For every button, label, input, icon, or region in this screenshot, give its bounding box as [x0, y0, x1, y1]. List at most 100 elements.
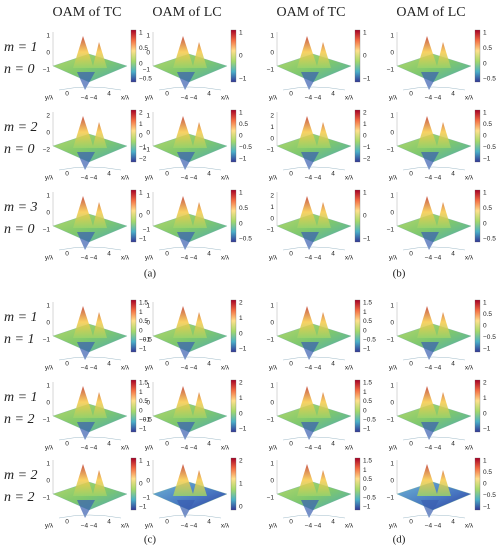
- axis-label: −4 −4: [181, 175, 198, 182]
- row-label-n: n = 0: [4, 62, 34, 77]
- axis-label: 0: [165, 171, 169, 178]
- surface-dip: [301, 152, 319, 170]
- colorbar-tick-label: 1: [363, 30, 367, 37]
- axis-label: 4: [207, 441, 211, 448]
- surface-peak: [417, 386, 451, 418]
- z-tick-label: 1: [46, 303, 50, 310]
- axis-label: −4 −4: [81, 175, 98, 182]
- z-tick-label: 2: [46, 113, 50, 120]
- z-tick-label: 0: [270, 478, 274, 485]
- axis-label: −4 −4: [181, 365, 198, 372]
- colorbar: [130, 109, 137, 163]
- colorbar-tick-label: −1: [139, 504, 147, 511]
- axis-label: −4 −4: [181, 255, 198, 262]
- axis-label: x/λ: [465, 365, 474, 372]
- axis-label: x/λ: [465, 445, 474, 452]
- colorbar-tick-label: −1: [139, 426, 147, 433]
- axis-label: y/λ: [269, 523, 278, 530]
- surface-dip: [177, 342, 195, 360]
- colorbar-tick-label: 1: [139, 30, 143, 37]
- axis-label: y/λ: [269, 365, 278, 372]
- z-tick-label: −1: [267, 337, 275, 344]
- axis-label: 0: [65, 171, 69, 178]
- z-tick-label: −1: [143, 227, 151, 234]
- z-tick-label: 1: [270, 33, 274, 40]
- colorbar-tick-label: −1: [139, 236, 147, 243]
- axis-label: 0: [409, 441, 413, 448]
- colorbar: [474, 109, 481, 163]
- surface-dip: [177, 152, 195, 170]
- colorbar: [130, 457, 137, 511]
- contour: [282, 356, 346, 361]
- colorbar-tick-label: 0: [239, 504, 243, 511]
- axis-label: 0: [65, 519, 69, 526]
- column-header: OAM of TC: [277, 5, 346, 20]
- axis-label: 0: [289, 251, 293, 258]
- axis-label: 4: [207, 361, 211, 368]
- row-label-n: n = 2: [4, 412, 34, 427]
- colorbar-tick-label: 1: [363, 309, 367, 316]
- colorbar-tick-label: −1: [239, 346, 247, 353]
- row-label-n: n = 0: [4, 222, 34, 237]
- colorbar-tick-label: −0.5: [363, 337, 376, 344]
- axis-label: y/λ: [389, 523, 398, 530]
- z-tick-label: −1: [267, 147, 275, 154]
- colorbar-tick-label: 1: [239, 30, 243, 37]
- colorbar-tick-label: 0: [239, 53, 243, 60]
- surface-peak: [417, 306, 451, 338]
- panel-label: (c): [144, 534, 157, 546]
- z-tick-label: −1: [43, 67, 51, 74]
- axis-label: 0: [409, 171, 413, 178]
- colorbar-tick-label: 0: [483, 60, 487, 67]
- surface-peak: [73, 464, 107, 496]
- axis-label: x/λ: [345, 365, 354, 372]
- axis-label: 4: [107, 361, 111, 368]
- colorbar-tick-label: 0: [239, 330, 243, 337]
- z-tick-label: −1: [143, 147, 151, 154]
- axis-label: 0: [289, 441, 293, 448]
- colorbar: [354, 189, 361, 243]
- z-tick-label: 1: [390, 303, 394, 310]
- colorbar-tick-label: 0: [239, 410, 243, 417]
- colorbar-tick-label: 0.5: [239, 121, 248, 128]
- row-label-m: m = 1: [4, 310, 38, 325]
- colorbar-tick-label: 0.5: [363, 476, 372, 483]
- z-tick-label: 2: [270, 193, 274, 200]
- z-tick-label: 0: [390, 210, 394, 217]
- colorbar-tick-label: −1: [363, 144, 371, 151]
- axis-label: 0: [409, 519, 413, 526]
- axis-label: 0: [409, 91, 413, 98]
- z-tick-label: −1: [43, 227, 51, 234]
- colorbar-tick-label: 0: [139, 133, 143, 140]
- colorbar-tick-label: 0: [363, 133, 367, 140]
- z-tick-label: 0: [270, 50, 274, 57]
- axis-label: x/λ: [345, 445, 354, 452]
- z-tick-label: 1: [270, 124, 274, 131]
- axis-label: 0: [289, 91, 293, 98]
- z-tick-label: −1: [387, 495, 395, 502]
- surface-peak: [73, 386, 107, 418]
- surface-peak: [297, 36, 331, 68]
- contour: [282, 86, 346, 91]
- contour: [158, 514, 222, 519]
- colorbar-tick-label: 0: [483, 220, 487, 227]
- axis-label: y/λ: [269, 445, 278, 452]
- colorbar-tick-label: −0.5: [139, 417, 152, 424]
- colorbar: [130, 379, 137, 433]
- colorbar-tick-label: −1: [239, 426, 247, 433]
- axis-label: 0: [289, 519, 293, 526]
- row-label-m: m = 2: [4, 468, 38, 483]
- row-label-n: n = 0: [4, 142, 34, 157]
- axis-label: 0: [165, 441, 169, 448]
- surface-peak: [173, 306, 207, 338]
- colorbar-tick-label: 1: [239, 395, 243, 402]
- z-tick-label: 1: [146, 193, 150, 200]
- axis-label: x/λ: [465, 523, 474, 530]
- colorbar: [230, 109, 237, 163]
- row-label-m: m = 1: [4, 390, 38, 405]
- z-tick-label: 1: [270, 303, 274, 310]
- axis-label: −4 −4: [305, 523, 322, 530]
- axis-label: −4 −4: [81, 365, 98, 372]
- axis-label: y/λ: [389, 95, 398, 102]
- colorbar-tick-label: −0.5: [483, 144, 496, 151]
